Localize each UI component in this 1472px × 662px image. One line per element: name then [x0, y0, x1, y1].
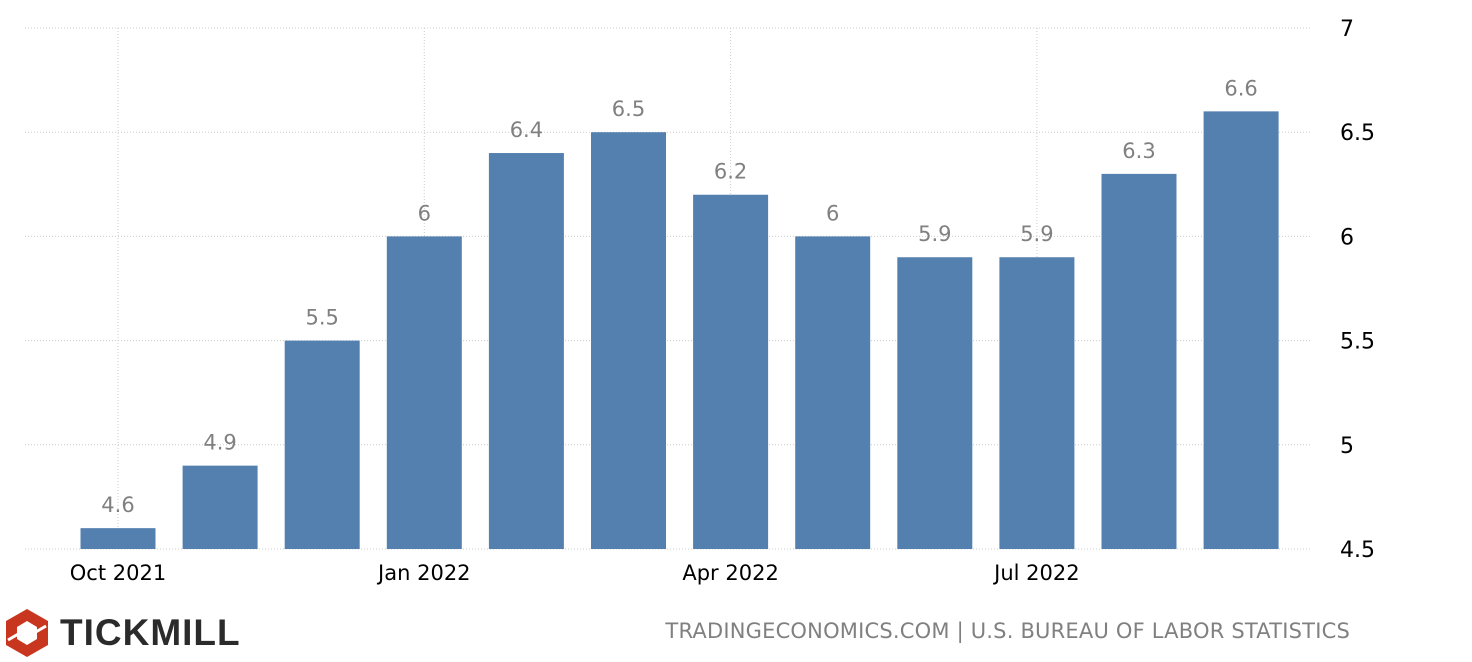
data-label: 5.9 — [1020, 222, 1053, 246]
bar — [284, 340, 360, 549]
data-label: 6.4 — [510, 118, 543, 142]
data-label: 4.6 — [101, 493, 134, 517]
x-tick-label: Jul 2022 — [992, 561, 1079, 585]
y-tick-label: 6.5 — [1340, 121, 1375, 146]
bar — [182, 465, 258, 549]
data-label: 6.2 — [714, 160, 747, 184]
tickmill-logo: TICKMILL — [4, 608, 241, 658]
x-tick-label: Oct 2021 — [70, 561, 166, 585]
bar — [999, 257, 1075, 549]
bar — [1203, 111, 1279, 550]
bar — [1101, 173, 1177, 549]
bar — [80, 528, 156, 549]
y-tick-label: 6 — [1340, 225, 1354, 250]
logo-text: TICKMILL — [60, 612, 241, 653]
data-label: 6.5 — [612, 97, 645, 121]
y-tick-label: 4.5 — [1340, 538, 1375, 563]
bar — [693, 194, 769, 549]
data-label: 6 — [826, 201, 839, 225]
bar — [795, 236, 871, 549]
bar — [386, 236, 462, 549]
y-tick-label: 5 — [1340, 434, 1354, 459]
data-label: 6 — [418, 201, 431, 225]
data-label: 6.3 — [1122, 139, 1155, 163]
bar — [591, 132, 666, 549]
x-tick-label: Apr 2022 — [682, 561, 778, 585]
x-tick-label: Jan 2022 — [376, 561, 471, 585]
data-label: 6.6 — [1224, 76, 1257, 100]
data-label: 5.5 — [305, 306, 338, 330]
data-label: 4.9 — [203, 431, 236, 455]
bar — [897, 257, 973, 549]
y-tick-label: 5.5 — [1340, 330, 1375, 355]
y-tick-label: 7 — [1340, 17, 1354, 42]
source-attribution: TRADINGECONOMICS.COM | U.S. BUREAU OF LA… — [665, 619, 1350, 643]
bar — [488, 153, 564, 550]
tickmill-hexagon-icon — [6, 609, 48, 657]
bar-chart: 4.5 5 5.5 6 6.5 7 Oct 2021 Jan 2022 Apr 2022 Jul … — [25, 17, 1375, 585]
data-label: 5.9 — [918, 222, 951, 246]
